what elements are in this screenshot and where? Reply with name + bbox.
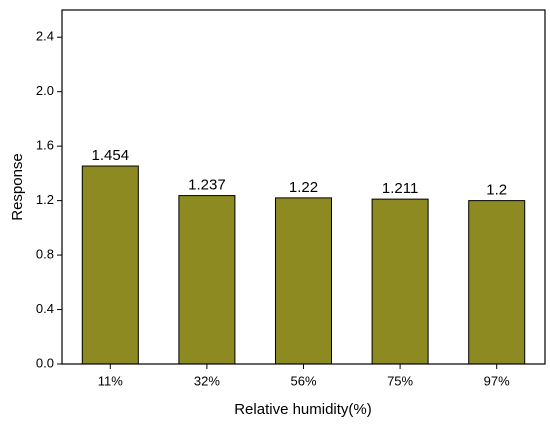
y-axis-label: Response: [9, 153, 26, 221]
data-label: 1.22: [289, 179, 318, 196]
bar: [81, 165, 139, 365]
x-tick-label: 97%: [484, 373, 510, 388]
data-label: 1.237: [188, 177, 226, 194]
x-axis-label: Relative humidity(%): [234, 401, 372, 418]
x-tick-label: 75%: [387, 373, 413, 388]
y-tick-label: 2.4: [36, 29, 54, 44]
x-tick-label: 11%: [98, 373, 123, 388]
data-label: 1.211: [382, 180, 418, 197]
y-tick-label: 0.4: [36, 301, 54, 316]
y-tick-label: 1.6: [36, 138, 54, 153]
y-tick-label: 2.0: [36, 83, 54, 98]
x-tick-label: 56%: [290, 373, 316, 388]
data-label: 1.454: [92, 147, 130, 164]
bar: [371, 198, 429, 365]
y-tick-label: 0.8: [36, 247, 54, 262]
bar: [274, 197, 333, 365]
plot-frame: [61, 9, 546, 365]
bar: [178, 195, 236, 365]
x-tick-label: 32%: [194, 373, 220, 388]
y-tick-label: 0.0: [36, 355, 54, 370]
y-tick-label: 1.2: [36, 192, 54, 207]
bar: [468, 200, 526, 365]
data-label: 1.2: [486, 182, 507, 199]
